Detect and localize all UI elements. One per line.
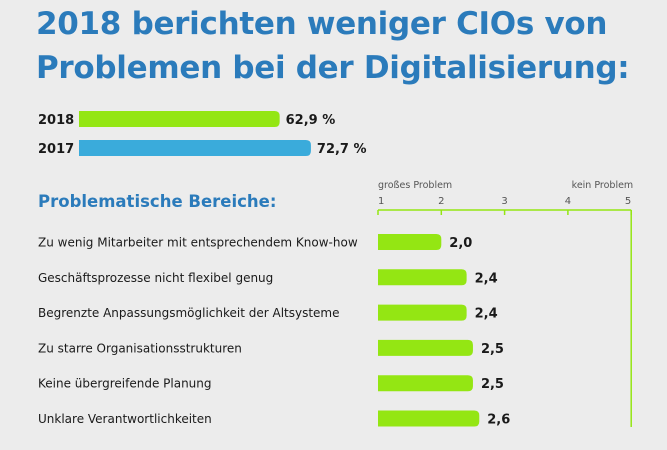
bar-value-label: 2,6 [487, 413, 510, 428]
scale-right-label: kein Problem [572, 180, 634, 191]
category-label: Unklare Verantwortlichkeiten [38, 412, 212, 426]
tick-label-4: 4 [565, 196, 571, 207]
tick-label-1: 1 [378, 196, 384, 207]
bar-value-label: 2,0 [449, 236, 472, 251]
bar-value-label-2017: 72,7 % [317, 142, 367, 157]
bar-value-label: 2,5 [481, 342, 504, 357]
bar [378, 410, 480, 427]
section-subtitle: Problematische Bereiche: [38, 192, 277, 211]
bar-2017 [79, 140, 311, 156]
year-label-2018: 2018 [38, 113, 74, 128]
category-label: Geschäftsprozesse nicht flexibel genug [38, 271, 273, 285]
bar [378, 339, 473, 356]
tick-label-2: 2 [438, 196, 444, 207]
bar [378, 304, 467, 321]
category-label: Zu wenig Mitarbeiter mit entsprechendem … [38, 236, 358, 250]
bar [378, 234, 442, 250]
bar-value-label: 2,5 [481, 377, 504, 392]
year-label-2017: 2017 [38, 142, 74, 157]
bar [378, 269, 467, 286]
tick-label-3: 3 [501, 196, 507, 207]
bar-value-label: 2,4 [475, 271, 498, 286]
category-label: Zu starre Organisationsstrukturen [38, 341, 242, 355]
title-line-1: 2018 berichten weniger CIOs von [36, 6, 608, 42]
bar-value-label-2018: 62,9 % [286, 113, 336, 128]
chart-title: 2018 berichten weniger CIOs von Probleme… [36, 2, 630, 90]
scale-left-label: großes Problem [378, 180, 452, 191]
bar [378, 375, 473, 392]
bar-value-label: 2,4 [475, 307, 498, 322]
tick-label-5: 5 [625, 196, 631, 207]
category-label: Begrenzte Anpassungsmöglichkeit der Alts… [38, 306, 340, 320]
category-label: Keine übergreifende Planung [38, 377, 212, 391]
bar-2018 [79, 111, 280, 127]
title-line-2: Problemen bei der Digitalisierung: [36, 50, 630, 86]
